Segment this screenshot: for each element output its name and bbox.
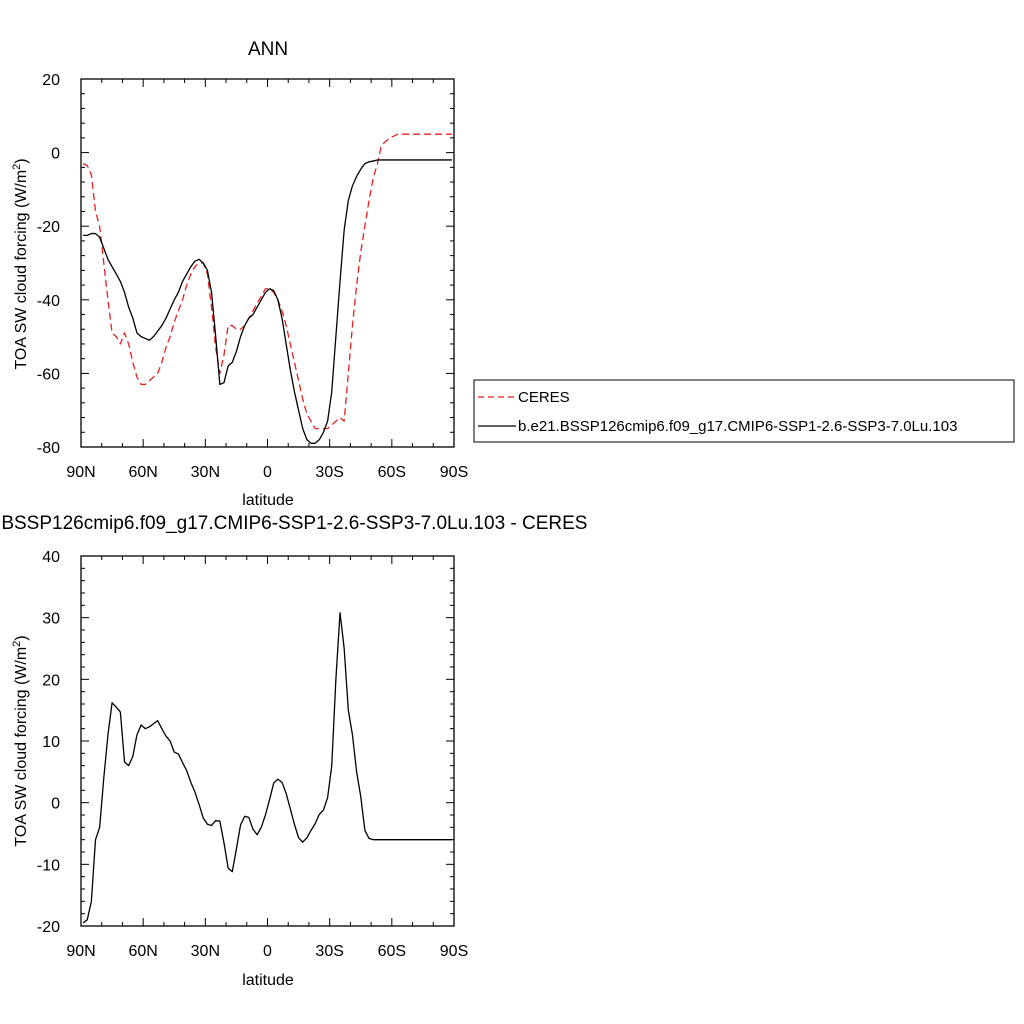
top-chart-x-tick-label: 90N [66,464,95,481]
top-chart-legend: CERES b.e21.BSSP126cmip6.f09_g17.CMIP6-S… [473,379,1015,443]
bottom-chart-y-tick-label: 40 [42,549,60,566]
top-chart-ticks: 90N 60N 30N 0 30S 60S 90S 20 0 -20 -40 -60 -80 [37,72,468,481]
top-chart-x-tick-label: 0 [263,464,272,481]
bottom-chart-y-tick-label: -10 [37,857,60,874]
top-chart-y-tick-label: -60 [37,366,60,383]
bottom-chart-x-tick-label: 0 [263,943,272,960]
top-chart-x-tick-label: 90S [440,464,468,481]
bottom-chart-series [82,612,452,924]
bottom-chart-y-axis-label: TOA SW cloud forcing (W/m2) [11,635,30,846]
legend-box [473,379,1015,443]
top-chart-y-axis-label: TOA SW cloud forcing (W/m2) [11,158,30,369]
top-chart-y-tick-label: -40 [37,293,60,310]
top-chart-series [82,133,452,444]
top-chart-y-tick-label: -20 [37,219,60,236]
top-chart-y-tick-label: -80 [37,440,60,457]
bottom-chart-x-tick-label: 90N [66,943,95,960]
bottom-chart-x-tick-label: 90S [440,943,468,960]
bottom-chart-panel: b.e21.BSSP126cmip6.f09_g17.CMIP6-SSP1-2.… [0,513,587,989]
top-chart-panel: ANN latitude TOA SW cloud forcing (W/m2)… [11,39,1015,509]
bottom-chart-y-axis-label-main: TOA SW cloud forcing (W/m [13,647,30,847]
top-chart-series-line-1 [83,159,452,444]
top-chart-x-tick-label: 60S [378,464,406,481]
legend-label-model: b.e21.BSSP126cmip6.f09_g17.CMIP6-SSP1-2.… [518,418,957,435]
bottom-chart-y-tick-label: 10 [42,734,60,751]
bottom-chart-y-tick-label: 20 [42,672,60,689]
bottom-chart-y-tick-label: -20 [37,919,60,936]
top-chart-y-tick-label: 0 [51,146,60,163]
bottom-chart-ticks: 90N 60N 30N 0 30S 60S 90S 40 30 20 10 0 -10 -20 [37,549,468,960]
bottom-chart-y-axis-label-tail: ) [13,635,30,640]
bottom-chart-x-tick-label: 60S [378,943,406,960]
bottom-chart-y-tick-label: 0 [51,796,60,813]
bottom-chart-x-tick-label: 60N [128,943,157,960]
bottom-chart-x-axis-label: latitude [242,972,294,989]
top-chart-y-axis-label-tail: ) [13,158,30,163]
bottom-chart-y-axis-label-sup: 2 [11,641,23,647]
bottom-chart-title: b.e21.BSSP126cmip6.f09_g17.CMIP6-SSP1-2.… [0,513,587,534]
bottom-chart-x-tick-label: 30N [191,943,220,960]
top-chart-title: ANN [248,39,288,60]
top-chart-x-tick-label: 30N [191,464,220,481]
top-chart-y-tick-label: 20 [42,72,60,89]
top-chart-plot-frame [80,78,455,448]
top-chart-y-axis-label-sup: 2 [11,164,23,170]
top-chart-x-axis-label: latitude [242,492,294,509]
bottom-chart-x-tick-label: 30S [315,943,343,960]
top-chart-series-line-0 [82,133,452,430]
bottom-chart-plot-frame [80,555,455,927]
top-chart-x-tick-label: 60N [128,464,157,481]
bottom-chart-series-line-0 [82,612,452,924]
top-chart-x-tick-label: 30S [315,464,343,481]
bottom-chart-y-tick-label: 30 [42,611,60,628]
legend-label-ceres: CERES [518,389,570,406]
top-chart-y-axis-label-main: TOA SW cloud forcing (W/m [13,170,30,370]
